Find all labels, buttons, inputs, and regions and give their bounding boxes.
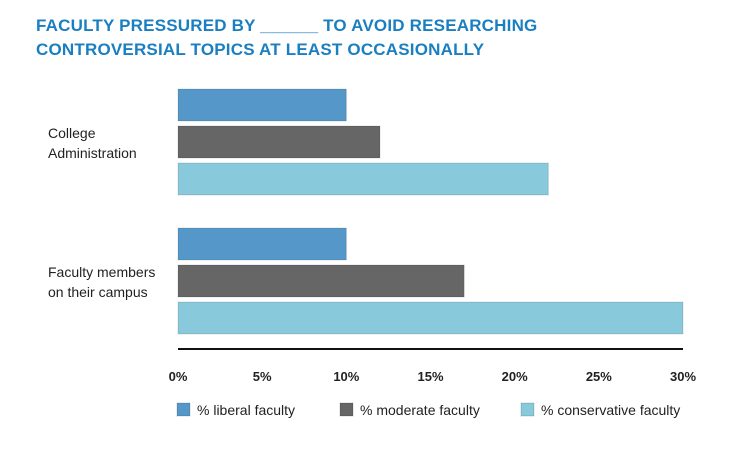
x-tick-label: 5%: [253, 369, 272, 384]
x-tick-label: 30%: [670, 369, 696, 384]
chart-title-line-2: CONTROVERSIAL TOPICS AT LEAST OCCASIONAL…: [36, 40, 485, 59]
x-tick-label: 0%: [169, 369, 188, 384]
bar-2-series-2: [177, 264, 465, 298]
x-tick-label: 10%: [333, 369, 359, 384]
category-label: on their campus: [48, 284, 148, 300]
legend-label: % moderate faculty: [360, 402, 480, 418]
legend-swatch: [339, 402, 354, 417]
x-tick-label: 20%: [502, 369, 528, 384]
legend-swatch: [520, 402, 535, 417]
bar-1-series-1: [177, 88, 347, 122]
legend-label: % liberal faculty: [197, 402, 295, 418]
category-label: College: [48, 125, 96, 141]
x-tick-label: 25%: [586, 369, 612, 384]
chart-title-line-1: FACULTY PRESSURED BY ______ TO AVOID RES…: [36, 16, 538, 35]
legend-label: % conservative faculty: [541, 402, 680, 418]
category-label: Administration: [48, 145, 137, 161]
category-label: Faculty members: [48, 264, 155, 280]
bar-2-series-1: [177, 227, 347, 261]
bar-2-series-3: [177, 301, 684, 335]
chart-title: FACULTY PRESSURED BY ______ TO AVOID RES…: [36, 14, 537, 62]
legend-swatch: [176, 402, 191, 417]
bar-1-series-2: [177, 125, 381, 159]
bar-1-series-3: [177, 162, 549, 196]
x-tick-label: 15%: [417, 369, 443, 384]
